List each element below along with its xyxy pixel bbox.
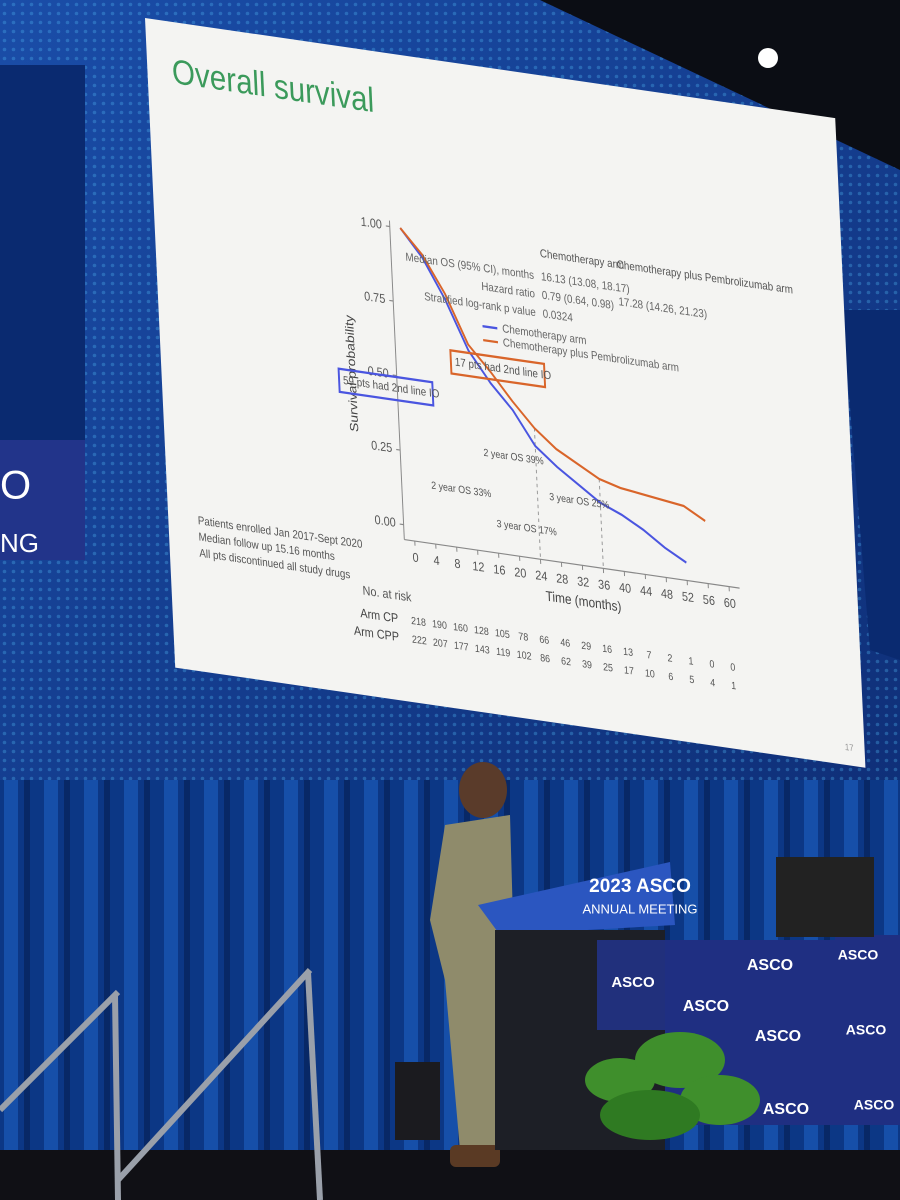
risk-header: No. at risk	[362, 583, 412, 605]
sign-text: ASCO	[854, 1097, 895, 1113]
y-axis	[388, 220, 405, 540]
risk-count: 39	[582, 659, 592, 672]
page-number: 17	[845, 741, 854, 753]
risk-count: 119	[496, 646, 511, 660]
x-tick-label: 24	[535, 567, 548, 584]
reference-line	[598, 478, 604, 569]
x-tick-label: 52	[682, 589, 695, 606]
risk-count: 66	[539, 634, 549, 647]
presenter	[430, 762, 515, 1167]
ceiling-light	[758, 48, 778, 68]
y-axis-label: Survival probability	[342, 314, 361, 433]
survival-curve	[399, 227, 687, 564]
risk-count: 105	[495, 627, 510, 641]
sign-text: ASCO	[683, 998, 729, 1015]
y-tick	[399, 523, 404, 526]
survival-curve	[399, 227, 706, 522]
legend-swatch	[483, 338, 499, 344]
sign-text: ASCO	[838, 947, 879, 963]
risk-count: 2	[667, 653, 672, 666]
risk-count: 62	[561, 656, 571, 669]
y-tick	[392, 374, 397, 377]
sign-panel	[835, 935, 900, 1125]
slide: Overall survival 0.000.250.500.751.000 4 8…	[145, 18, 866, 768]
annotation-box	[449, 349, 547, 389]
speaker	[395, 1062, 440, 1140]
x-tick-label: 56	[703, 592, 716, 609]
railings	[0, 967, 323, 1200]
x-tick-label: 48	[661, 586, 674, 603]
x-tick-label: 0	[412, 550, 419, 566]
risk-count: 5	[689, 674, 694, 687]
risk-count: 4	[710, 677, 716, 690]
y-tick-label: 0.75	[364, 288, 386, 306]
x-axis	[404, 538, 740, 589]
y-tick-label: 0.50	[367, 363, 389, 381]
risk-row-label: Arm CPP	[354, 623, 400, 645]
risk-count: 207	[433, 637, 448, 651]
podium-title: 2023 ASCO	[589, 876, 691, 897]
left-screen-text: O	[0, 464, 31, 508]
left-screen-text: NG	[0, 528, 39, 558]
risk-count: 190	[432, 618, 448, 632]
sign-text: ASCO	[846, 1022, 887, 1038]
risk-count: 6	[668, 671, 673, 684]
x-tick-label: 60	[723, 595, 736, 612]
y-tick-label: 0.00	[374, 512, 396, 530]
sign-text: ASCO	[611, 974, 655, 991]
x-tick-label: 28	[556, 570, 569, 587]
risk-count: 25	[603, 662, 613, 675]
risk-row-label: Arm CP	[360, 605, 399, 626]
x-tick-label: 40	[619, 580, 632, 597]
monitor	[776, 857, 874, 937]
risk-count: 13	[623, 646, 633, 659]
y-tick	[389, 299, 394, 302]
y-tick-label: 1.00	[360, 214, 382, 232]
x-tick-label: 8	[454, 556, 461, 572]
x-tick-label: 4	[433, 553, 440, 569]
risk-count: 143	[475, 643, 490, 657]
risk-count: 0	[709, 659, 715, 672]
risk-count: 0	[730, 662, 736, 675]
risk-count: 1	[688, 656, 693, 669]
sign-text: ASCO	[755, 1028, 801, 1045]
legend-swatch	[482, 325, 498, 330]
risk-count: 7	[646, 649, 651, 662]
right-screen	[842, 310, 900, 660]
left-screen-band	[0, 440, 85, 560]
x-tick-label: 44	[640, 583, 653, 600]
plant	[585, 1032, 760, 1140]
x-tick-label: 36	[598, 576, 611, 593]
risk-count: 86	[540, 652, 550, 665]
risk-count: 10	[645, 668, 656, 681]
risk-count: 17	[624, 665, 634, 678]
risk-count: 1	[731, 680, 736, 693]
risk-count: 222	[412, 634, 427, 648]
reference-line	[533, 428, 542, 560]
risk-count: 218	[411, 615, 426, 629]
stats-cell: 0.0324	[542, 308, 573, 325]
x-tick-label: 12	[472, 558, 485, 575]
x-tick-label: 20	[514, 564, 527, 581]
y-tick	[396, 448, 401, 451]
x-tick-label: 32	[577, 573, 590, 590]
risk-count: 29	[581, 640, 591, 653]
risk-count: 46	[560, 637, 570, 650]
sign-text: ASCO	[763, 1101, 809, 1118]
risk-count: 16	[602, 643, 612, 656]
sign-text: ASCO	[747, 957, 793, 974]
risk-count: 160	[453, 621, 469, 635]
annotation-box	[337, 367, 435, 407]
y-tick-label: 0.25	[371, 437, 393, 455]
risk-count: 177	[454, 640, 469, 654]
y-tick	[385, 225, 390, 228]
podium-subtitle: ANNUAL MEETING	[582, 901, 697, 916]
risk-count: 78	[518, 631, 528, 644]
risk-count: 102	[517, 649, 532, 663]
x-tick-label: 16	[493, 561, 506, 578]
risk-count: 128	[474, 624, 489, 638]
